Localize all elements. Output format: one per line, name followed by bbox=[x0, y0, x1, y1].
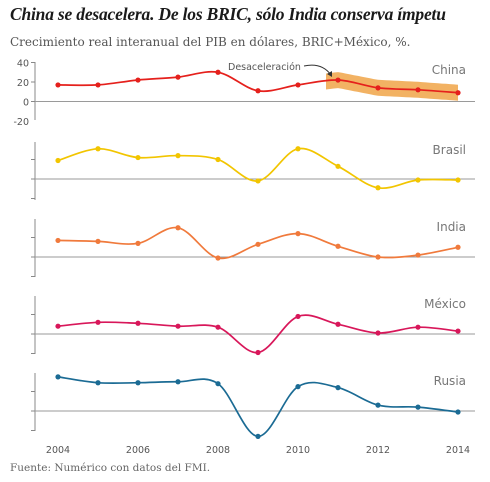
india-series-label: India bbox=[437, 220, 466, 234]
india-point bbox=[375, 254, 381, 260]
india-point bbox=[135, 240, 141, 246]
mexico-point bbox=[135, 320, 141, 326]
india-point bbox=[255, 241, 261, 247]
y-tick-label: 20 bbox=[17, 78, 29, 89]
china-point bbox=[175, 74, 181, 80]
rusia-point bbox=[95, 380, 101, 386]
india-point bbox=[55, 237, 61, 244]
rusia-point bbox=[255, 433, 261, 439]
rusia-point bbox=[215, 381, 221, 387]
brasil-point bbox=[55, 157, 61, 164]
brasil-point bbox=[95, 146, 101, 152]
brasil-point bbox=[415, 177, 421, 183]
rusia-point bbox=[55, 374, 61, 380]
india-point bbox=[335, 243, 341, 249]
china-point bbox=[135, 77, 141, 83]
india-point bbox=[175, 225, 181, 231]
brasil-point bbox=[135, 154, 141, 161]
brasil-point bbox=[335, 163, 341, 169]
china-point bbox=[295, 82, 301, 88]
rusia-point bbox=[415, 404, 421, 410]
mexico-point bbox=[415, 324, 421, 330]
mexico-point bbox=[375, 330, 381, 336]
mexico-series-label: México bbox=[424, 297, 466, 311]
china-point bbox=[95, 82, 101, 88]
y-tick-label: 0 bbox=[23, 98, 29, 109]
brasil-point bbox=[215, 156, 221, 163]
annotation-arrowhead bbox=[327, 71, 332, 77]
rusia-line bbox=[57, 376, 459, 438]
rusia-point bbox=[335, 385, 341, 391]
china-slowdown-highlight bbox=[326, 72, 458, 101]
china-point bbox=[255, 88, 261, 94]
rusia-point bbox=[295, 384, 301, 390]
india-point bbox=[295, 231, 301, 237]
rusia-point bbox=[455, 409, 461, 415]
chart-subtitle: Crecimiento real interanual del PIB en d… bbox=[10, 35, 411, 49]
x-tick-label: 2006 bbox=[126, 445, 150, 456]
china-point bbox=[55, 82, 61, 88]
india-point bbox=[215, 255, 221, 261]
brasil-point bbox=[375, 185, 381, 191]
chart-title: China se desacelera. De los BRIC, sólo I… bbox=[10, 4, 446, 24]
mexico-point bbox=[255, 349, 261, 356]
y-tick-label: 40 bbox=[17, 59, 29, 70]
india-point bbox=[95, 238, 101, 244]
y-tick-label: -20 bbox=[13, 117, 29, 128]
rusia-point bbox=[175, 379, 181, 385]
china-point bbox=[375, 85, 381, 91]
china-point bbox=[455, 90, 461, 96]
china-point bbox=[335, 77, 341, 83]
china-point bbox=[215, 69, 221, 75]
india-point bbox=[415, 252, 421, 258]
mexico-point bbox=[175, 323, 181, 329]
mexico-point bbox=[55, 323, 61, 329]
rusia-point bbox=[135, 380, 141, 386]
source-note: Fuente: Numérico con datos del FMI. bbox=[10, 462, 211, 474]
brasil-point bbox=[175, 153, 181, 159]
mexico-point bbox=[95, 319, 101, 325]
x-tick-label: 2004 bbox=[46, 445, 70, 456]
x-tick-label: 2014 bbox=[446, 445, 470, 456]
mexico-point bbox=[215, 324, 221, 330]
mexico-point bbox=[455, 328, 461, 334]
x-tick-label: 2008 bbox=[206, 445, 230, 456]
rusia-series-label: Rusia bbox=[434, 374, 466, 388]
brasil-point bbox=[295, 146, 301, 152]
rusia-point bbox=[375, 402, 381, 408]
china-point bbox=[415, 87, 421, 93]
brasil-point bbox=[455, 177, 461, 183]
x-tick-label: 2010 bbox=[286, 445, 310, 456]
annotation-label: Desaceleración bbox=[228, 62, 301, 73]
mexico-point bbox=[295, 313, 301, 320]
mexico-point bbox=[335, 321, 341, 327]
brasil-series-label: Brasil bbox=[433, 143, 466, 157]
china-series-label: China bbox=[432, 63, 466, 77]
india-point bbox=[455, 244, 461, 250]
brasil-point bbox=[255, 178, 261, 184]
x-tick-label: 2012 bbox=[366, 445, 390, 456]
